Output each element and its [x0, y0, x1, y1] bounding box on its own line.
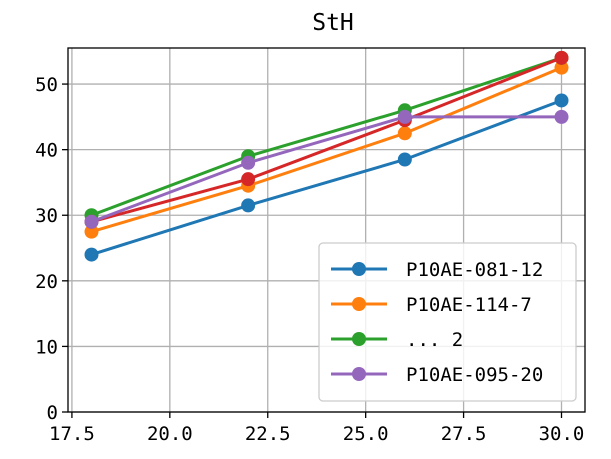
data-point: [397, 152, 412, 167]
data-point: [554, 60, 569, 75]
x-tick-label: 25.0: [343, 423, 389, 445]
legend-entry: P10AE-095-20: [331, 364, 543, 386]
x-axis: 17.5 20.0 22.5 25.0 27.5 30.0: [49, 412, 584, 445]
series-line: [91, 56, 563, 224]
data-point: [397, 126, 412, 141]
y-axis: 0 10 20 30 40 50: [35, 74, 68, 424]
series-line: [90, 56, 562, 217]
series-layer: [84, 50, 569, 262]
legend: P10AE-081-12 P10AE-114-7 ... 2 P10AE-095-20: [318, 242, 577, 402]
data-point: [241, 198, 256, 213]
x-tick-label: 20.0: [147, 423, 193, 445]
data-point: [554, 50, 569, 65]
x-tick-label: 30.0: [539, 423, 585, 445]
series-0: [84, 93, 569, 262]
series-1: [84, 60, 569, 239]
data-point: [554, 93, 569, 108]
y-tick-label: 20: [35, 271, 58, 293]
x-tick-label: 27.5: [441, 423, 487, 445]
series-4: [84, 109, 569, 229]
y-tick-label: 0: [47, 402, 58, 424]
data-point: [84, 224, 99, 239]
data-point: [241, 172, 256, 187]
data-point: [554, 109, 569, 124]
legend-entry: P10AE-081-12: [331, 259, 543, 281]
y-tick-label: 30: [35, 205, 58, 227]
legend-label: P10AE-095-20: [406, 364, 543, 386]
data-point: [84, 214, 99, 229]
y-tick-label: 10: [35, 336, 58, 358]
x-tick-label: 17.5: [49, 423, 95, 445]
legend-entry: ... 2: [331, 329, 463, 351]
legend-marker: [352, 262, 366, 276]
legend-label: ... 2: [406, 329, 463, 351]
legend-marker: [352, 367, 366, 381]
plot-frame: [67, 47, 586, 413]
legend-entry: P10AE-114-7: [331, 294, 532, 316]
y-tick-label: 40: [35, 140, 58, 162]
y-tick-label: 50: [35, 74, 58, 96]
legend-box: [318, 242, 577, 402]
data-point: [241, 155, 256, 170]
legend-label: P10AE-114-7: [406, 294, 532, 316]
chart-title: StH: [312, 10, 354, 36]
data-point: [84, 247, 99, 262]
legend-marker: [352, 297, 366, 311]
series-line: [91, 66, 563, 234]
series-line: [90, 115, 562, 224]
legend-marker: [352, 332, 366, 346]
series-line: [91, 99, 563, 257]
x-tick-label: 22.5: [245, 423, 291, 445]
data-point: [397, 109, 412, 124]
legend-label: P10AE-081-12: [406, 259, 543, 281]
